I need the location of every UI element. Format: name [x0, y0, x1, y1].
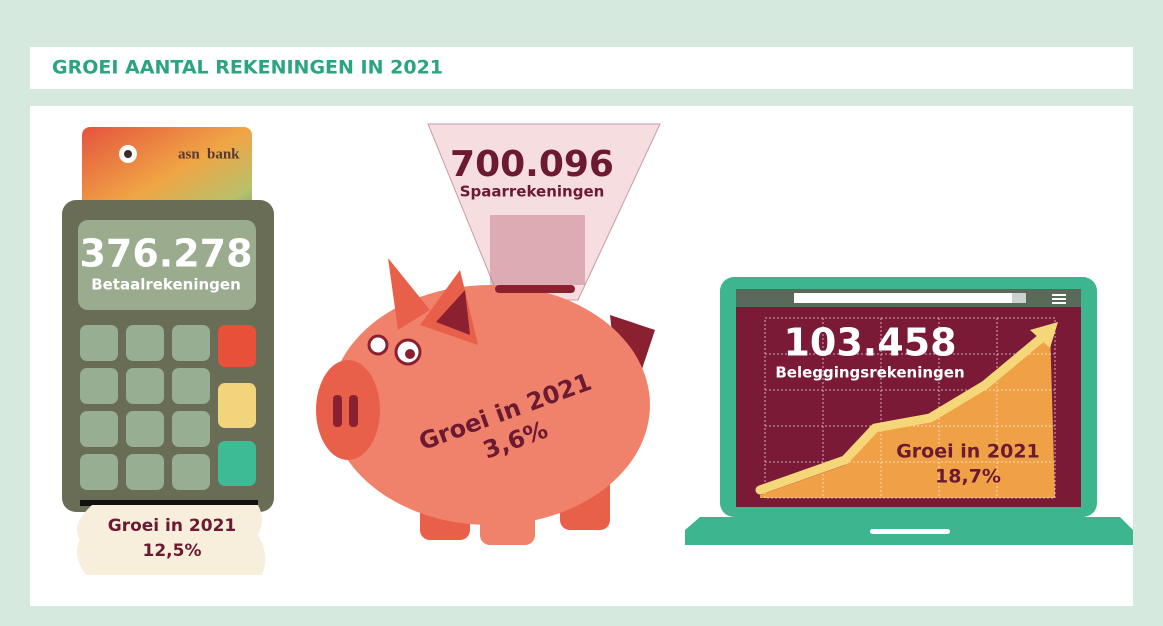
calculator-keys — [80, 368, 118, 404]
card-icon — [124, 150, 132, 158]
calculator-keys — [80, 325, 118, 361]
calculator-keys — [172, 325, 210, 361]
pig-eye — [369, 336, 387, 354]
account-label: Spaarrekeningen — [460, 183, 605, 201]
growth-value: 18,7% — [935, 466, 1001, 488]
calculator-keys — [172, 454, 210, 490]
header-title: GROEI AANTAL REKENINGEN IN 2021 — [52, 57, 443, 79]
pig-leg — [480, 480, 535, 545]
pig-nostril — [333, 395, 342, 427]
search-button — [1012, 293, 1026, 303]
growth-value: 12,5% — [143, 541, 202, 561]
calculator-keys — [172, 368, 210, 404]
menu-icon — [1052, 298, 1066, 300]
growth-label: Groei in 2021 — [896, 441, 1040, 463]
menu-icon — [1052, 294, 1066, 296]
calculator-keys — [80, 411, 118, 447]
account-label: Beleggingsrekeningen — [775, 364, 964, 382]
calculator-keys — [126, 454, 164, 490]
calculator-keys — [126, 411, 164, 447]
account-label: Betaalrekeningen — [91, 276, 241, 294]
calculator-keys — [218, 325, 256, 367]
menu-icon — [1052, 302, 1066, 304]
calculator-keys — [126, 368, 164, 404]
card-logo: asn — [178, 146, 200, 162]
calculator-keys — [218, 383, 256, 428]
account-count: 103.458 — [783, 321, 956, 365]
calculator: asn bank 376.278 Betaalrekeningen Groei … — [62, 127, 274, 575]
pig-nostril — [349, 395, 358, 427]
account-count: 700.096 — [450, 144, 614, 185]
pig-eye — [405, 349, 415, 359]
account-count: 376.278 — [79, 232, 252, 276]
calculator-keys — [218, 441, 256, 486]
calculator-keys — [126, 325, 164, 361]
page: GROEI AANTAL REKENINGEN IN 2021 asn bank… — [0, 0, 1163, 622]
card-logo: bank — [207, 146, 240, 162]
coin-slot — [495, 285, 575, 293]
calculator-keys — [172, 411, 210, 447]
calculator-keys — [80, 454, 118, 490]
banknote-print — [490, 215, 585, 285]
search-field — [794, 293, 1012, 303]
laptop: 103.458 Beleggingsrekeningen Groei in 20… — [685, 277, 1133, 545]
pig-snout — [316, 360, 380, 460]
growth-label: Groei in 2021 — [108, 516, 236, 536]
trackpad — [870, 529, 950, 534]
infographic: GROEI AANTAL REKENINGEN IN 2021 asn bank… — [0, 0, 1163, 622]
